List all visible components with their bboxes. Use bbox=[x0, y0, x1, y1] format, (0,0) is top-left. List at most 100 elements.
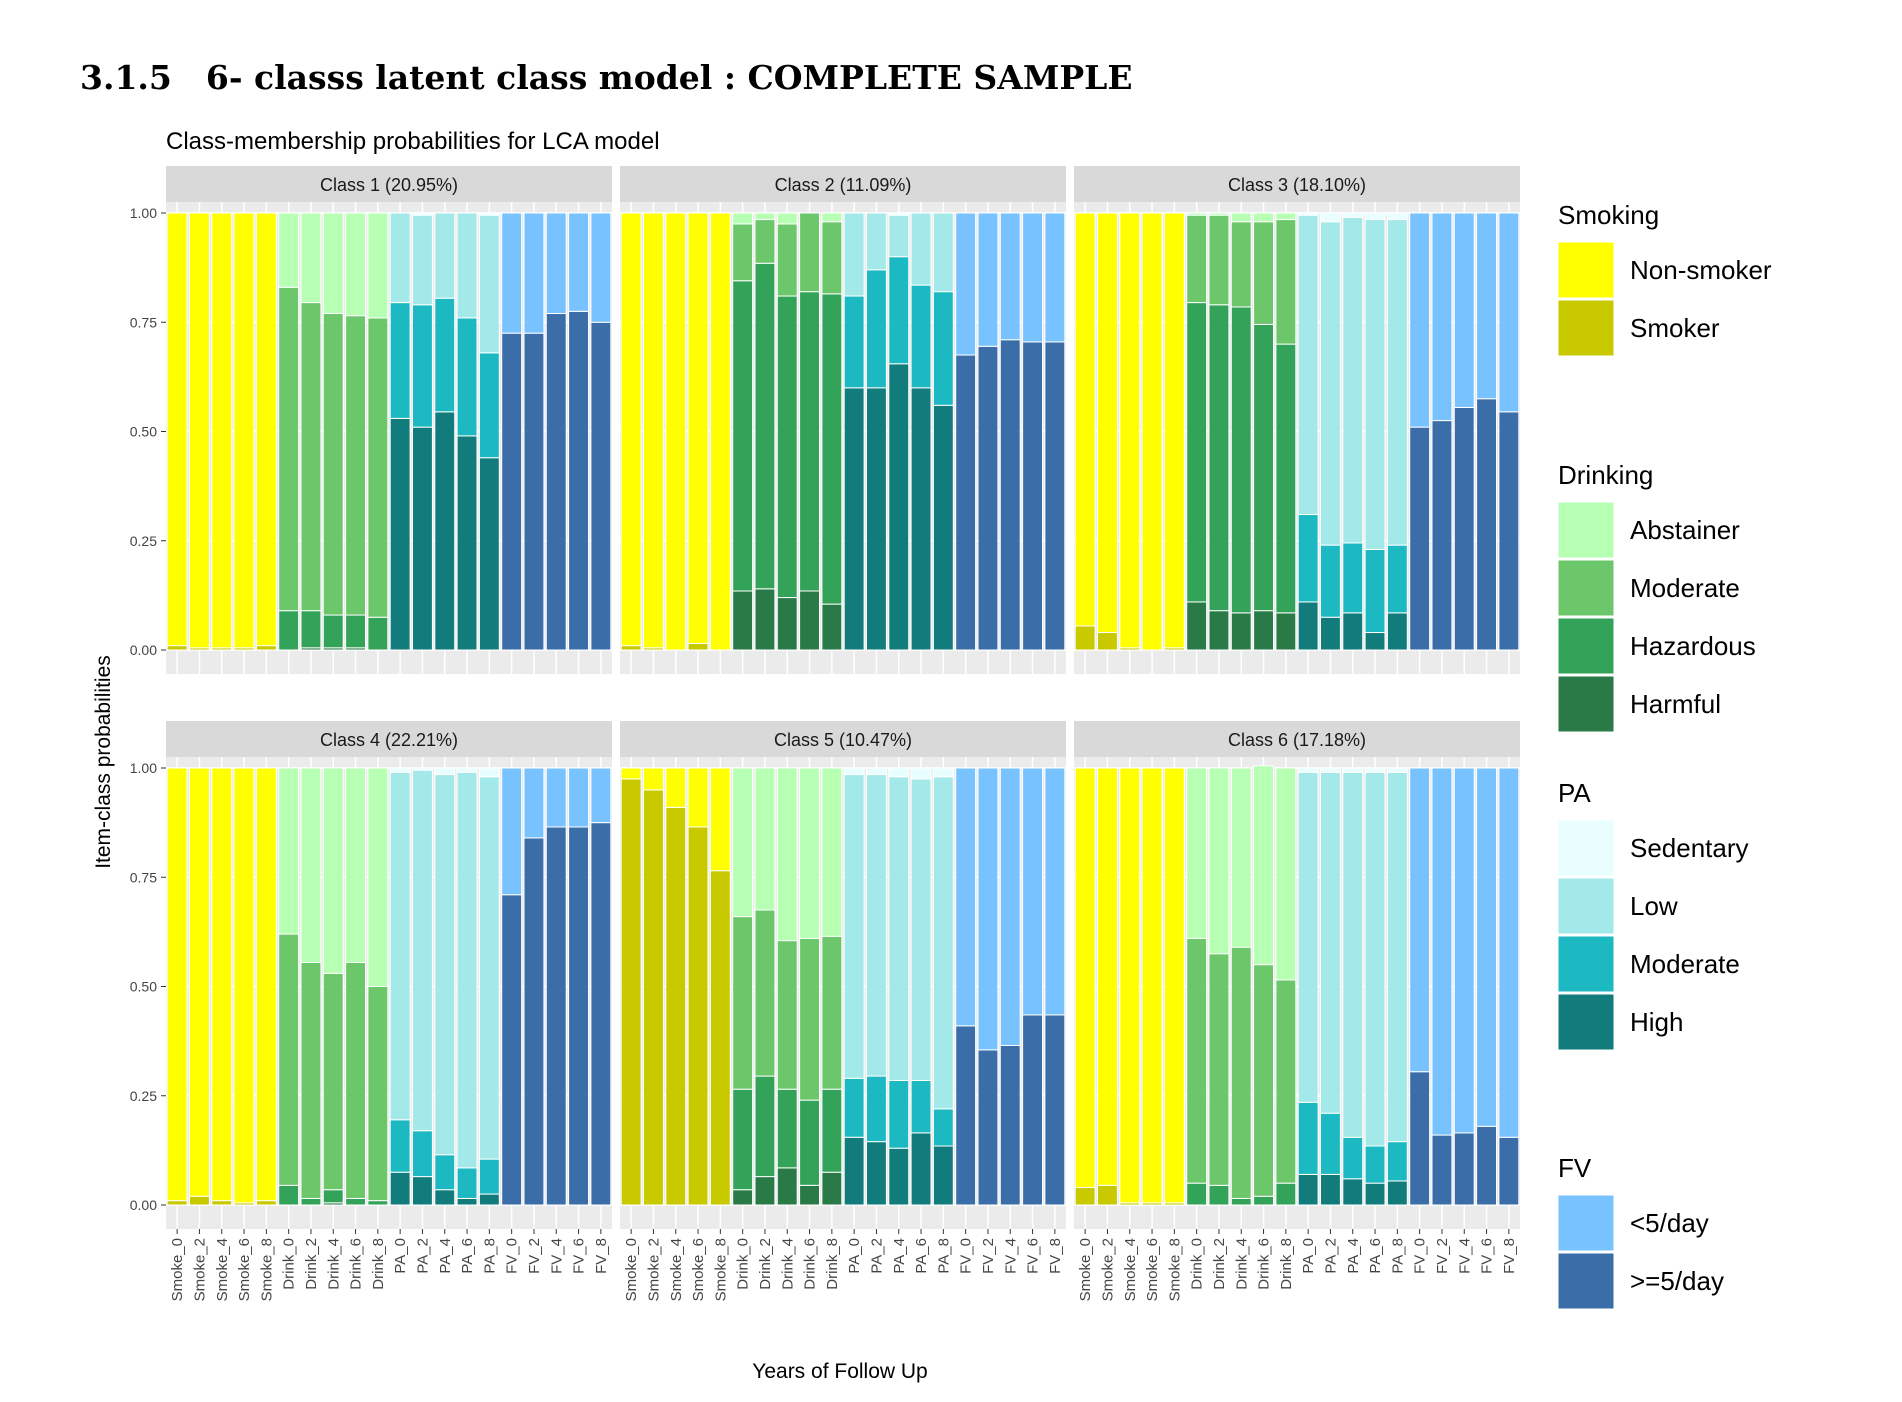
legend-key bbox=[1557, 675, 1615, 733]
bar-segment bbox=[1097, 632, 1118, 651]
bar-segment bbox=[910, 212, 932, 286]
bar-segment bbox=[1044, 767, 1066, 1016]
x-tick-label: PA_8 bbox=[1389, 1238, 1406, 1274]
bar-segment bbox=[189, 1195, 210, 1206]
bar-segment bbox=[389, 767, 411, 773]
bar-segment bbox=[1453, 1132, 1475, 1206]
x-tick-label: Drink_2 bbox=[303, 1238, 320, 1290]
y-tick-label: 0.25 bbox=[130, 533, 157, 549]
bar-segment bbox=[910, 387, 932, 651]
bar-segment bbox=[345, 614, 367, 649]
bar-segment bbox=[456, 212, 478, 319]
bar-segment bbox=[1186, 937, 1208, 1184]
x-axis-label: Years of Follow Up bbox=[752, 1360, 927, 1383]
bar-segment bbox=[189, 767, 210, 1197]
bar-segment bbox=[389, 302, 411, 419]
bar-segment bbox=[843, 767, 865, 776]
plot-background bbox=[620, 202, 1066, 674]
bar-segment bbox=[545, 212, 567, 315]
x-tick-label: Drink_6 bbox=[348, 1238, 365, 1290]
x-tick-label: PA_2 bbox=[414, 1238, 431, 1274]
bar-segment bbox=[932, 291, 954, 406]
bar-segment bbox=[300, 1197, 322, 1206]
bar-segment bbox=[367, 212, 389, 319]
bar-segment bbox=[1253, 964, 1274, 1197]
bar-segment bbox=[1453, 767, 1475, 1134]
bar-segment bbox=[977, 212, 999, 347]
bar-segment bbox=[709, 212, 731, 651]
bar-segment bbox=[1386, 212, 1408, 221]
bar-segment bbox=[1208, 304, 1230, 612]
bar-segment bbox=[888, 363, 910, 651]
facet-panels: Class 1 (20.95%)0.000.250.500.751.00Clas… bbox=[130, 166, 1520, 1301]
bar-segment bbox=[255, 212, 277, 647]
bar-segment bbox=[620, 212, 642, 647]
legend-label: Abstainer bbox=[1630, 515, 1740, 545]
bar-segment bbox=[568, 310, 589, 651]
bar-segment bbox=[233, 767, 255, 1204]
bar-segment bbox=[278, 933, 300, 1186]
x-tick-label: Drink_8 bbox=[1278, 1238, 1295, 1290]
bar-segment bbox=[211, 212, 233, 649]
bar-segment bbox=[687, 642, 709, 651]
bar-segment bbox=[1208, 610, 1230, 651]
bar-segment bbox=[1386, 767, 1408, 773]
bar-segment bbox=[1275, 767, 1297, 981]
bar-segment bbox=[1498, 212, 1520, 413]
bar-segment bbox=[977, 345, 999, 651]
bar-segment bbox=[456, 771, 478, 1169]
legend-label: Low bbox=[1630, 891, 1678, 921]
bar-segment bbox=[434, 774, 456, 1156]
bar-segment bbox=[1342, 1178, 1364, 1206]
bar-segment bbox=[545, 826, 567, 1206]
legend-key bbox=[1557, 617, 1615, 675]
bar-segment bbox=[1230, 306, 1252, 614]
bar-segment bbox=[1342, 212, 1364, 218]
x-tick-label: PA_8 bbox=[481, 1238, 498, 1274]
bar-segment bbox=[732, 223, 754, 282]
x-tick-label: Smoke_4 bbox=[214, 1238, 231, 1301]
facet-panel-2: Class 2 (11.09%) bbox=[620, 166, 1066, 674]
bar-segment bbox=[776, 1088, 798, 1169]
bar-segment bbox=[1097, 1184, 1118, 1206]
bar-segment bbox=[1364, 1182, 1386, 1206]
bar-segment bbox=[1386, 219, 1408, 546]
legend-label: Sedentary bbox=[1630, 833, 1749, 863]
legend-key bbox=[1557, 1194, 1615, 1252]
bar-segment bbox=[166, 1200, 188, 1206]
bar-segment bbox=[888, 767, 910, 778]
bar-segment bbox=[776, 295, 798, 599]
bar-segment bbox=[1297, 1101, 1319, 1175]
bar-segment bbox=[821, 1088, 843, 1173]
bar-segment bbox=[1364, 212, 1386, 221]
bar-segment bbox=[434, 297, 456, 413]
bar-segment bbox=[888, 212, 910, 216]
bar-segment bbox=[1297, 514, 1319, 603]
bar-segment bbox=[367, 767, 389, 987]
bar-segment bbox=[255, 767, 277, 1202]
bar-segment bbox=[754, 212, 776, 221]
bar-segment bbox=[1097, 767, 1118, 1186]
x-tick-label: Smoke_8 bbox=[712, 1238, 729, 1301]
legend-title: FV bbox=[1558, 1153, 1592, 1183]
bar-segment bbox=[523, 212, 545, 334]
bar-segment bbox=[523, 837, 545, 1206]
x-tick-label: Smoke_2 bbox=[191, 1238, 208, 1301]
legend-group-smoking: Smoking Non-smoker Smoker bbox=[1557, 200, 1772, 357]
x-tick-label: FV_8 bbox=[1047, 1238, 1064, 1274]
plot-background bbox=[1074, 202, 1520, 674]
bar-segment bbox=[501, 332, 523, 651]
bar-segment bbox=[1431, 212, 1453, 422]
x-tick-label: FV_4 bbox=[548, 1238, 565, 1274]
bar-segment bbox=[620, 778, 642, 1206]
bar-segment bbox=[643, 212, 664, 649]
facet-panel-3: Class 3 (18.10%) bbox=[1074, 166, 1520, 674]
bar-segment bbox=[389, 212, 411, 304]
bar-segment bbox=[1074, 212, 1096, 627]
bar-segment bbox=[1476, 398, 1497, 651]
bar-segment bbox=[932, 767, 954, 778]
x-tick-label: Drink_8 bbox=[370, 1238, 387, 1290]
bar-segment bbox=[367, 616, 389, 651]
x-tick-label: FV_4 bbox=[1002, 1238, 1019, 1274]
x-tick-label: PA_0 bbox=[846, 1238, 863, 1274]
